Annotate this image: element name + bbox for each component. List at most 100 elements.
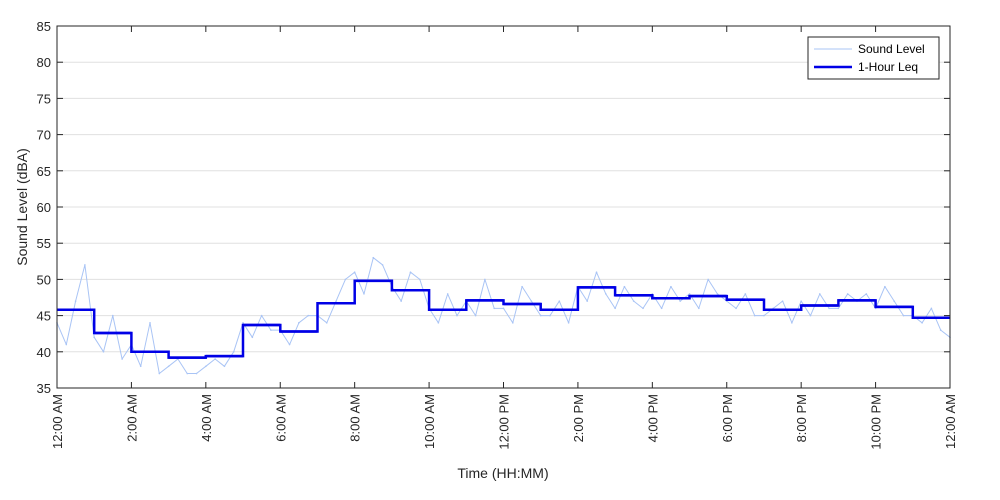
sound-level-point — [539, 314, 542, 317]
sound-level-point — [902, 314, 905, 317]
sound-level-point — [186, 372, 189, 375]
sound-level-point — [530, 300, 533, 302]
x-tick-label: 2:00 PM — [571, 394, 586, 442]
sound-level-point — [800, 300, 802, 302]
sound-level-point — [474, 314, 477, 317]
series-sound-level — [56, 256, 951, 375]
y-tick-label: 75 — [37, 91, 51, 106]
x-tick-label: 10:00 PM — [869, 394, 884, 450]
sound-level-point — [372, 256, 375, 259]
legend: Sound Level 1-Hour Leq — [807, 36, 940, 80]
sound-level-point — [112, 314, 114, 317]
sound-level-point — [893, 300, 895, 302]
sound-level-point — [260, 314, 263, 317]
sound-level-point — [335, 300, 337, 302]
y-tick-label: 60 — [37, 200, 51, 215]
x-tick-label: 8:00 AM — [348, 394, 363, 442]
sound-level-point — [307, 314, 309, 317]
sound-level-point — [93, 336, 96, 339]
sound-level-point — [818, 293, 821, 295]
sound-level-point — [400, 300, 402, 302]
x-tick-label: 12:00 AM — [943, 394, 958, 449]
sound-level-point — [493, 307, 495, 310]
x-tick-label: 2:00 AM — [124, 394, 139, 442]
x-tick-label: 12:00 PM — [497, 394, 512, 450]
sound-level-point — [242, 322, 244, 324]
sound-level-point — [679, 300, 682, 302]
sound-level-point — [437, 322, 440, 324]
y-tick-label: 65 — [37, 164, 51, 179]
sound-level-point — [549, 314, 551, 317]
y-tick-label: 70 — [37, 128, 51, 143]
x-tick-label: 8:00 PM — [794, 394, 809, 442]
y-tick-label: 50 — [37, 272, 51, 287]
sound-level-point — [205, 365, 207, 368]
sound-level-point — [660, 307, 663, 310]
legend-label-sound-level: Sound Level — [858, 42, 925, 56]
sound-level-point — [744, 293, 747, 295]
x-axis-title: Time (HH:MM) — [457, 465, 548, 481]
y-tick-label: 35 — [37, 381, 51, 396]
sound-level-point — [270, 329, 272, 331]
y-tick-label: 85 — [37, 19, 51, 34]
sound-level-point — [884, 285, 886, 288]
sound-level-point — [753, 314, 756, 317]
sound-level-point — [595, 271, 598, 273]
sound-level-point — [167, 365, 170, 368]
legend-label-1-hour-leq: 1-Hour Leq — [858, 60, 918, 74]
y-tick-label: 40 — [37, 345, 51, 360]
sound-level-point — [484, 278, 486, 281]
sound-level-point — [223, 365, 226, 368]
sound-level-point — [298, 322, 300, 324]
sound-level-point — [381, 264, 384, 266]
sound-level-point — [502, 307, 505, 310]
x-tick-label: 10:00 AM — [422, 394, 437, 449]
sound-level-point — [74, 300, 77, 302]
sound-level-point — [232, 351, 235, 353]
sound-level-point — [670, 285, 672, 288]
sound-level-point — [939, 329, 942, 331]
x-axis-ticks: 12:00 AM 2:00 AM 4:00 AM 6:00 AM 8:00 AM 10:0… — [50, 26, 958, 450]
sound-level-point — [353, 271, 356, 273]
sound-level-point — [558, 300, 561, 302]
x-tick-label: 4:00 AM — [199, 394, 214, 442]
y-tick-label: 55 — [37, 236, 51, 251]
sound-level-point — [102, 351, 105, 353]
sound-level-point — [567, 322, 570, 324]
sound-level-point — [707, 278, 709, 281]
y-tick-label: 45 — [37, 309, 51, 324]
sound-level-point — [251, 336, 254, 339]
sound-level-point — [195, 372, 198, 375]
sound-level-point — [363, 293, 365, 295]
x-tick-label: 4:00 PM — [645, 394, 660, 442]
sound-level-point — [930, 307, 933, 310]
sound-level-point — [149, 322, 151, 324]
sound-level-point — [409, 271, 412, 273]
sound-level-point — [418, 278, 421, 281]
series-1-hour-leq — [57, 279, 950, 359]
sound-level-point — [846, 293, 849, 295]
sound-level-point — [698, 307, 700, 310]
sound-level-point — [688, 293, 691, 295]
sound-level-point — [586, 300, 589, 302]
y-axis-title: Sound Level (dBA) — [14, 148, 30, 266]
sound-level-point — [158, 372, 161, 375]
sound-level-point — [716, 293, 719, 295]
sound-level-point — [521, 285, 523, 288]
sound-level-point — [781, 300, 784, 302]
x-tick-label: 6:00 PM — [720, 394, 735, 442]
sound-level-point — [623, 285, 626, 288]
sound-level-point — [632, 300, 635, 302]
x-tick-label: 12:00 AM — [50, 394, 65, 449]
sound-level-point — [456, 314, 458, 317]
sound-level-point — [512, 322, 514, 324]
sound-level-point — [121, 358, 123, 360]
sound-level-point — [791, 322, 793, 324]
sound-level-point — [809, 314, 812, 317]
y-tick-label: 80 — [37, 55, 51, 70]
sound-level-point — [65, 343, 68, 346]
sound-level-point — [344, 278, 347, 281]
grid-lines — [57, 61, 950, 353]
sound-level-point — [828, 307, 830, 310]
